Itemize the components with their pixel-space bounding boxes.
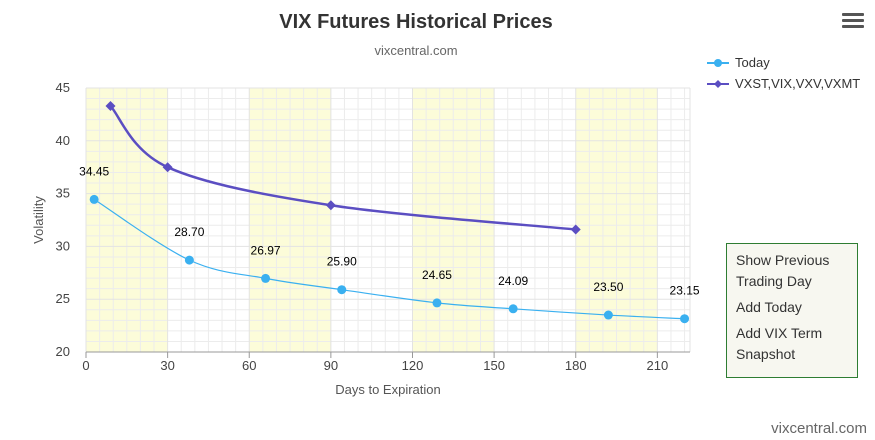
data-label: 25.90	[327, 255, 357, 269]
x-axis-label: Days to Expiration	[335, 382, 441, 397]
axes: 0 30 60 90 120 150 180 210 20 25 30 35 40 45	[56, 80, 690, 373]
legend-marker-term	[707, 79, 729, 88]
credit-link[interactable]: vixcentral.com	[771, 420, 867, 437]
data-point	[162, 162, 173, 173]
data-point	[261, 273, 271, 283]
y-tick-label: 35	[56, 186, 70, 201]
legend: Today VXST,VIX,VXV,VXMT	[707, 52, 860, 94]
data-point	[337, 285, 347, 295]
data-point	[325, 200, 336, 211]
y-tick-label: 30	[56, 238, 70, 253]
legend-label-term: VXST,VIX,VXV,VXMT	[735, 76, 861, 91]
data-label: 24.65	[422, 268, 452, 282]
data-label: 26.97	[251, 243, 281, 257]
chart-title: VIX Futures Historical Prices	[279, 11, 552, 33]
data-point	[184, 255, 194, 265]
data-point	[680, 314, 690, 324]
data-point	[603, 310, 613, 320]
x-tick-label: 210	[646, 358, 668, 373]
data-label: 24.09	[498, 274, 528, 288]
hamburger-icon[interactable]	[842, 13, 864, 33]
data-point	[432, 298, 442, 308]
y-tick-label: 25	[56, 291, 70, 306]
x-tick-label: 30	[160, 358, 174, 373]
y-tick-label: 45	[56, 80, 70, 95]
data-labels: 34.45 28.70 26.97 25.90 24.65 24.09 23.50 23.15	[79, 164, 700, 297]
y-axis-label: Volatility	[31, 196, 46, 244]
legend-item-today[interactable]: Today	[707, 52, 860, 73]
y-tick-label: 40	[56, 133, 70, 148]
legend-marker-today	[707, 58, 729, 67]
options-menu: Show Previous Trading Day Add Today Add …	[726, 243, 858, 378]
legend-item-term[interactable]: VXST,VIX,VXV,VXMT	[707, 73, 860, 94]
legend-label-today: Today	[735, 55, 770, 70]
x-tick-label: 90	[324, 358, 338, 373]
series-layer	[89, 100, 690, 324]
series-line-1	[109, 105, 576, 231]
data-point	[508, 304, 518, 314]
data-label: 23.50	[593, 280, 623, 294]
x-tick-label: 0	[82, 358, 89, 373]
add-vix-term-snapshot-button[interactable]: Add VIX Term Snapshot	[736, 325, 823, 362]
chart-subtitle: vixcentral.com	[374, 43, 457, 58]
x-tick-label: 180	[565, 358, 587, 373]
y-tick-label: 20	[56, 344, 70, 359]
add-today-button[interactable]: Add Today	[736, 299, 802, 315]
data-label: 23.15	[670, 284, 700, 298]
x-tick-label: 120	[402, 358, 424, 373]
show-previous-trading-day-button[interactable]: Show Previous Trading Day	[736, 252, 830, 289]
x-tick-label: 150	[483, 358, 505, 373]
x-tick-label: 60	[242, 358, 256, 373]
data-label: 34.45	[79, 164, 109, 178]
data-label: 28.70	[174, 225, 204, 239]
data-point	[570, 224, 581, 235]
data-point	[89, 194, 99, 204]
data-point	[105, 100, 116, 111]
